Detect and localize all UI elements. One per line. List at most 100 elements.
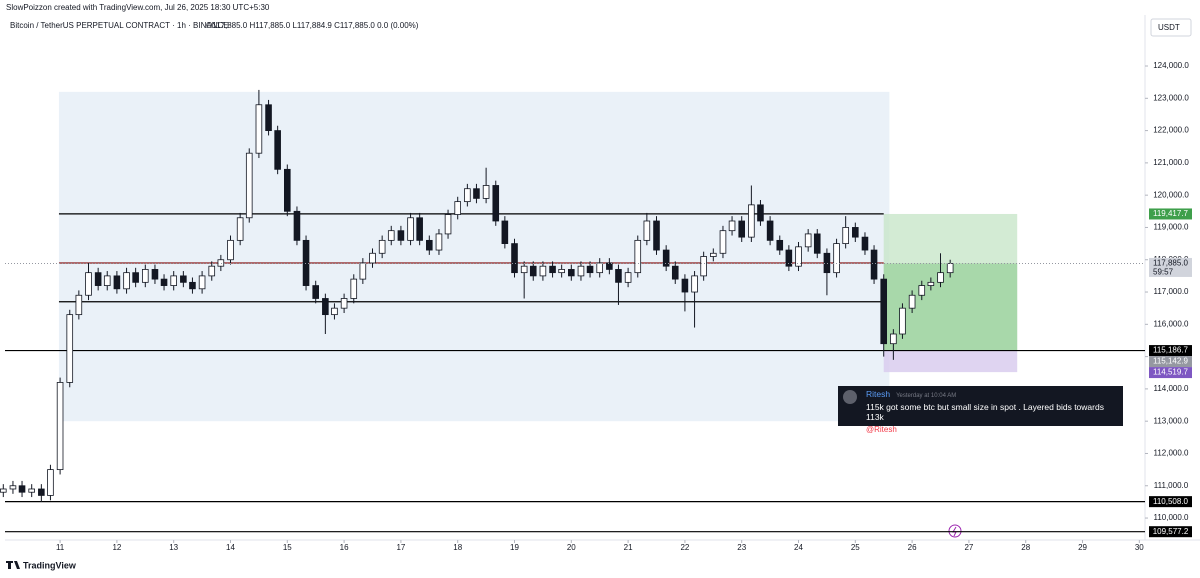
candle-body	[586, 265, 594, 274]
candle-body	[606, 262, 613, 270]
x-tick-label: 24	[794, 543, 803, 552]
y-tick-label: 113,000.0	[1154, 416, 1190, 425]
candle-body	[236, 217, 244, 241]
event-icon[interactable]	[948, 524, 962, 538]
candle-body	[160, 278, 168, 286]
candle-body	[66, 314, 74, 383]
candle-body	[719, 230, 727, 254]
candle-body	[227, 239, 234, 261]
x-tick-label: 19	[510, 543, 519, 552]
y-tick-label: 110,000.0	[1154, 513, 1190, 522]
candle-body	[208, 265, 216, 277]
ohlc-legend: O117,885.0 H117,885.0 L117,884.9 C117,88…	[206, 21, 419, 30]
candle-body	[274, 130, 281, 170]
candle-body	[284, 168, 291, 212]
candle-body	[444, 214, 452, 235]
price-label: 117,885.0	[1153, 259, 1189, 268]
y-tick-label: 116,000.0	[1154, 319, 1190, 328]
x-tick-label: 16	[340, 543, 349, 552]
candle-body	[529, 265, 537, 277]
price-label: 109,577.2	[1153, 527, 1189, 536]
candle-body	[369, 252, 376, 264]
x-tick-label: 27	[964, 543, 973, 552]
candle-body	[132, 272, 139, 283]
candle-body	[634, 239, 642, 274]
open-profit	[883, 263, 1018, 351]
price-label-box	[1149, 526, 1192, 538]
price-label-box	[1149, 367, 1192, 379]
candle-body	[473, 188, 480, 199]
candle-body	[691, 275, 698, 293]
x-tick-label: 11	[56, 543, 65, 552]
countdown-box	[1149, 267, 1192, 277]
y-tick-label: 123,000.0	[1153, 93, 1189, 102]
candle-body	[833, 243, 840, 274]
candle-body	[653, 220, 660, 251]
candle-body	[265, 104, 272, 131]
x-tick-label: 20	[567, 543, 576, 552]
candle-body	[842, 227, 849, 244]
candle-body	[852, 227, 859, 238]
candle-body	[681, 278, 689, 293]
y-tick-label: 112,000.0	[1154, 449, 1190, 458]
candle-body	[426, 239, 433, 251]
candle-body	[918, 285, 926, 296]
comment-box: Ritesh Yesterday at 10:04 AM 115k got som…	[838, 386, 1123, 434]
stop-zone	[883, 350, 1018, 373]
candle-body	[927, 281, 935, 286]
comment-text: 115k got some btc but small size in spot…	[866, 402, 1104, 422]
candle-body	[908, 294, 916, 309]
price-label: 119,417.7	[1153, 209, 1189, 218]
candle-body	[0, 488, 7, 493]
candle-body	[482, 185, 490, 199]
footer: TradingView	[23, 560, 77, 570]
y-tick-label: 124,000.0	[1153, 61, 1189, 70]
price-label-box	[1149, 257, 1192, 269]
candle-body	[18, 485, 26, 493]
candle-body	[549, 265, 556, 274]
x-tick-label: 25	[851, 543, 860, 552]
candle-body	[170, 275, 177, 286]
x-tick-label: 12	[112, 543, 121, 552]
y-tick-label: 119,000.0	[1154, 223, 1190, 232]
candle-body	[293, 210, 301, 241]
candle-body	[710, 252, 717, 257]
candle-body	[359, 262, 367, 280]
price-label: 115,142.9	[1153, 357, 1189, 366]
candle-body	[662, 249, 670, 267]
candle-body	[123, 272, 130, 290]
range-box	[58, 91, 890, 422]
candle-body	[180, 275, 187, 283]
candle-body	[624, 272, 632, 283]
candle-body	[198, 275, 206, 290]
candle-body	[113, 275, 121, 290]
candle-body	[861, 236, 869, 251]
y-tick-label: 117,000.0	[1154, 287, 1190, 296]
candle-body	[38, 488, 45, 496]
candle-body	[766, 220, 774, 241]
candle-body	[492, 185, 500, 222]
currency-box[interactable]	[1150, 18, 1192, 37]
x-tick-label: 29	[1078, 543, 1087, 552]
candle-body	[795, 246, 802, 267]
x-tick-label: 26	[908, 543, 917, 552]
symbol: Bitcoin / TetherUS PERPETUAL CONTRACT · …	[10, 21, 229, 30]
candle-body	[899, 307, 906, 335]
footer-logo	[6, 561, 20, 569]
x-tick-label: 28	[1021, 543, 1030, 552]
price-label-box	[1149, 345, 1192, 357]
x-tick-label: 17	[396, 543, 405, 552]
candle-body	[671, 265, 679, 280]
candle-body	[387, 230, 395, 241]
price-label: 114,519.7	[1153, 368, 1189, 377]
comment-author: Ritesh	[866, 389, 891, 399]
candle-body	[416, 217, 423, 241]
candle-body	[56, 382, 64, 471]
candle-body	[738, 220, 746, 238]
price-label-box	[1149, 496, 1192, 508]
candle-body	[511, 243, 518, 274]
candle-body	[454, 201, 462, 215]
candle-body	[151, 269, 159, 280]
candle-body	[785, 249, 793, 267]
